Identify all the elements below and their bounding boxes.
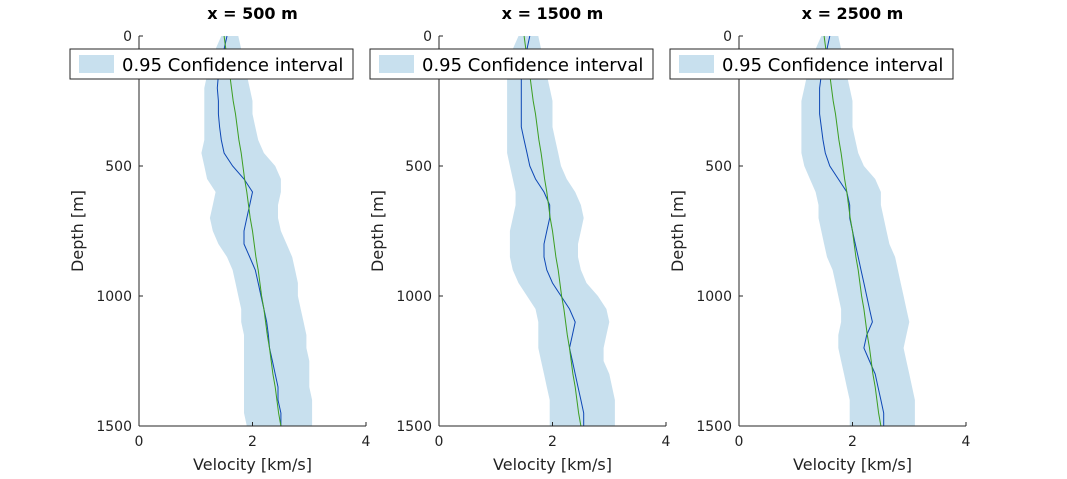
y-tick-label: 500 bbox=[405, 159, 432, 175]
chart-title: x = 500 m bbox=[207, 4, 298, 23]
legend-label: 0.95 Confidence interval bbox=[422, 55, 643, 76]
confidence-band bbox=[507, 36, 615, 426]
y-axis-label: Depth [m] bbox=[68, 190, 87, 272]
legend-swatch bbox=[379, 55, 414, 73]
y-tick-label: 0 bbox=[723, 29, 732, 45]
legend-box bbox=[369, 48, 654, 80]
y-tick-label: 0 bbox=[123, 29, 132, 45]
x-tick-label: 4 bbox=[362, 434, 371, 450]
series-line-1 bbox=[216, 35, 282, 426]
x-axis-label: Velocity [km/s] bbox=[493, 455, 612, 474]
legend-label: 0.95 Confidence interval bbox=[122, 55, 343, 76]
x-tick-label: 0 bbox=[435, 434, 444, 450]
y-tick-label: 0 bbox=[423, 29, 432, 45]
legend-swatch bbox=[679, 55, 714, 73]
y-axis-label: Depth [m] bbox=[368, 190, 387, 272]
x-tick-label: 2 bbox=[848, 434, 857, 450]
x-tick-label: 4 bbox=[662, 434, 671, 450]
y-tick-label: 1000 bbox=[396, 289, 432, 305]
x-tick-label: 0 bbox=[735, 434, 744, 450]
series-line-2 bbox=[823, 35, 882, 427]
confidence-band bbox=[201, 36, 313, 426]
legend-box bbox=[69, 48, 354, 80]
x-axis-label: Velocity [km/s] bbox=[793, 455, 912, 474]
series-line-1 bbox=[520, 35, 585, 426]
legend: 0.95 Confidence interval bbox=[669, 48, 954, 80]
series-line-2 bbox=[523, 35, 582, 427]
y-tick-label: 1500 bbox=[96, 419, 132, 435]
y-tick-label: 1500 bbox=[696, 419, 732, 435]
y-tick-label: 1500 bbox=[396, 419, 432, 435]
y-tick-label: 1000 bbox=[96, 289, 132, 305]
y-tick-label: 500 bbox=[105, 159, 132, 175]
legend-label: 0.95 Confidence interval bbox=[722, 55, 943, 76]
x-tick-label: 4 bbox=[962, 434, 971, 450]
chart-title: x = 1500 m bbox=[502, 4, 604, 23]
legend: 0.95 Confidence interval bbox=[369, 48, 654, 80]
legend-box bbox=[669, 48, 954, 80]
x-tick-label: 0 bbox=[135, 434, 144, 450]
confidence-band bbox=[801, 36, 915, 426]
series-line-2 bbox=[223, 35, 282, 427]
legend-swatch bbox=[79, 55, 114, 73]
y-tick-label: 500 bbox=[705, 159, 732, 175]
legend: 0.95 Confidence interval bbox=[69, 48, 354, 80]
y-axis-label: Depth [m] bbox=[668, 190, 687, 272]
y-tick-label: 1000 bbox=[696, 289, 732, 305]
x-tick-label: 2 bbox=[548, 434, 557, 450]
x-axis-label: Velocity [km/s] bbox=[193, 455, 312, 474]
x-tick-label: 2 bbox=[248, 434, 257, 450]
chart-title: x = 2500 m bbox=[802, 4, 904, 23]
